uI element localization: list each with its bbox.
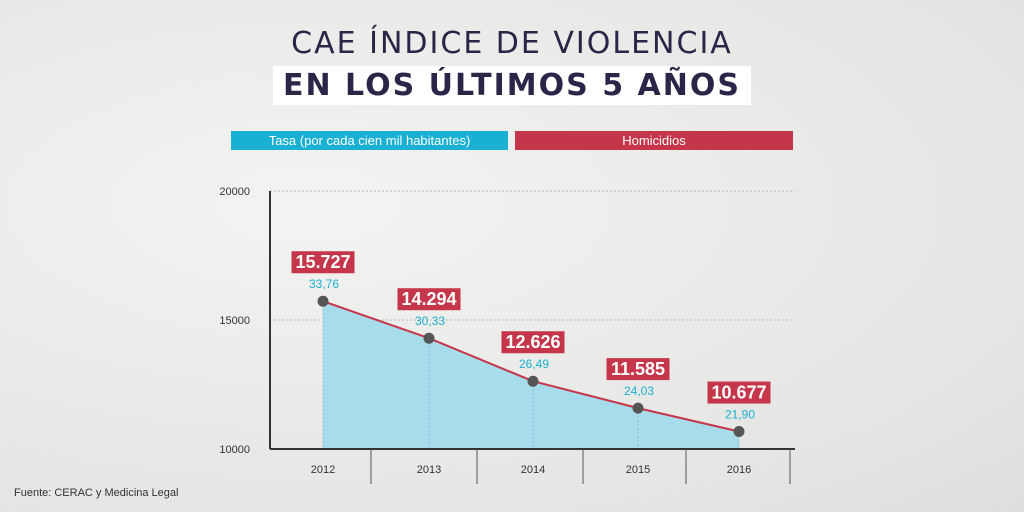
chart-title-line-1: CAE ÍNDICE DE VIOLENCIA (291, 26, 733, 61)
tasa-label-2012: 33,76 (309, 277, 339, 291)
tasa-label-2014: 26,49 (519, 357, 549, 371)
homicidios-label-2012: 15.727 (295, 252, 350, 272)
data-point-2016 (733, 426, 745, 438)
chart-title-line-2-wrap: EN LOS ÚLTIMOS 5 AÑOS (0, 66, 1024, 105)
x-tick-label-2012: 2012 (311, 464, 335, 476)
homicidios-label-2013: 14.294 (401, 289, 456, 309)
x-tick-label-2016: 2016 (727, 464, 751, 476)
x-tick-label-2013: 2013 (417, 464, 441, 476)
tasa-label-2016: 21,90 (725, 408, 755, 422)
source-note: Fuente: CERAC y Medicina Legal (14, 487, 179, 499)
chart-title-line-2: EN LOS ÚLTIMOS 5 AÑOS (273, 66, 751, 105)
homicidios-label-2015: 11.585 (611, 359, 665, 379)
y-tick-label-20000: 20000 (219, 186, 250, 198)
data-point-2013 (423, 332, 435, 344)
homicidios-label-box-2012 (291, 251, 355, 274)
y-tick-label-15000: 15000 (219, 315, 250, 327)
legend-homicidios: Homicidios (515, 131, 793, 150)
homicidios-label-box-2016 (707, 381, 771, 404)
homicidios-label-2016: 10.677 (711, 383, 766, 403)
legend-tasa: Tasa (por cada cien mil habitantes) (231, 131, 508, 150)
x-tick-label-2015: 2015 (626, 464, 650, 476)
tasa-label-2015: 24,03 (624, 384, 654, 398)
homicidios-label-box-2013 (397, 288, 461, 311)
y-tick-label-10000: 10000 (219, 444, 250, 456)
data-point-2015 (632, 402, 644, 414)
data-point-2014 (527, 375, 539, 387)
tasa-label-2013: 30,33 (415, 314, 445, 328)
homicidios-label-2014: 12.626 (505, 332, 560, 352)
x-tick-label-2014: 2014 (521, 464, 545, 476)
homicidios-label-box-2014 (501, 331, 565, 354)
homicidios-label-box-2015 (606, 358, 670, 381)
data-point-2012 (317, 295, 329, 307)
